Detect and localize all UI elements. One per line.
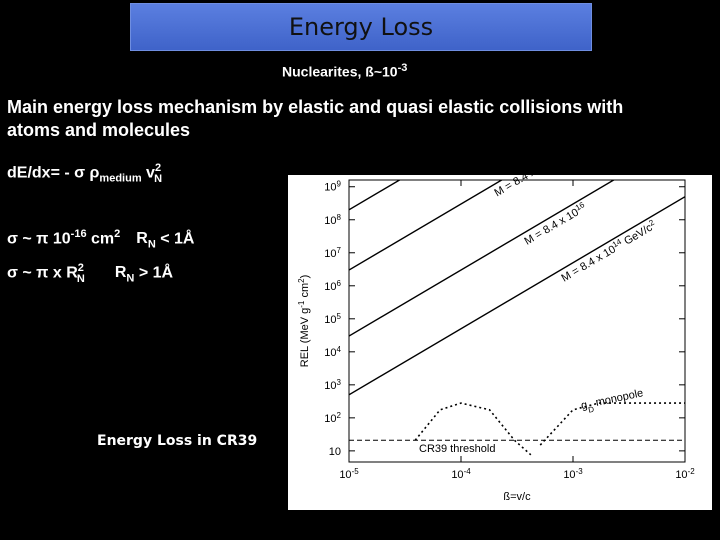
label-text: 10 [324, 314, 336, 326]
figure-background [288, 175, 712, 510]
case-sub: N [147, 238, 156, 251]
label-text: 10 [324, 380, 336, 392]
plot-frame [348, 179, 686, 463]
intro-line: atoms and molecules [7, 120, 191, 140]
case-sub: N [126, 272, 135, 285]
label-script: 2 [297, 278, 306, 283]
label-script: 2 [647, 217, 656, 227]
label-text: ) [299, 275, 311, 279]
label-script: D [587, 404, 595, 414]
label-script: -4 [464, 467, 472, 476]
y-tick-label: 106 [324, 278, 341, 293]
label-text: ß=v/c [503, 491, 531, 503]
label-script: 7 [337, 245, 342, 254]
case-text: R [114, 264, 127, 282]
label-script: 6 [337, 278, 342, 287]
case-sub: N [76, 272, 85, 285]
label-text: g [580, 399, 588, 412]
label-script: 2 [337, 410, 342, 419]
y-tick-label: 109 [324, 179, 341, 194]
case-text: σ ~ π x R [7, 264, 78, 282]
caption: Energy Loss in CR39 [97, 433, 258, 449]
formula-text: dE/dx= - σ ρ [7, 164, 100, 182]
label-text: 10 [451, 469, 463, 481]
subtitle: Nuclearites, ß~10-3 [282, 62, 407, 80]
y-tick-label: 107 [324, 245, 341, 260]
x-tick-label: 10-4 [451, 467, 471, 482]
label-script: -5 [352, 467, 360, 476]
data-line [349, 180, 504, 271]
plot-area [349, 180, 685, 456]
label-text: 10 [324, 413, 336, 425]
case-text: cm [86, 230, 115, 248]
x-tick-label: 10-2 [675, 467, 695, 482]
y-tick-label: 105 [324, 311, 341, 326]
label-text: 10 [324, 248, 336, 260]
label-text: 10 [324, 347, 336, 359]
label-script: 8 [337, 212, 342, 221]
subtitle-exp: -3 [397, 62, 408, 74]
intro: Main energy loss mechanism by elastic an… [7, 96, 623, 142]
label-script: 4 [337, 344, 342, 353]
case-text: R [136, 230, 148, 248]
figure: 10-5 10-4 10-3 10-2101021031041051061071081… [288, 175, 712, 510]
case-sup: -16 [70, 228, 87, 240]
label-text: 10 [563, 469, 575, 481]
case-sup: 2 [114, 228, 121, 240]
data-line [539, 402, 685, 446]
title-box: Energy Loss [130, 3, 592, 51]
case-text: σ ~ π 10 [7, 230, 71, 248]
intro-line: Main energy loss mechanism by elastic an… [7, 97, 624, 117]
formula: dE/dx= - σ ρmedium v2N [7, 162, 162, 185]
y-tick-label: 104 [324, 344, 341, 359]
x-axis-label: ß=v/c [503, 491, 531, 503]
label-script: 3 [337, 377, 342, 386]
y-tick-label: 108 [324, 212, 341, 227]
label-text: 10 [675, 469, 687, 481]
formula-text: v [141, 164, 155, 182]
label-text: 10 [339, 469, 351, 481]
y-tick-label: 102 [324, 410, 341, 425]
label-text: 10 [324, 182, 336, 194]
formula-sup: 2 [154, 162, 162, 174]
label-script: -2 [688, 467, 696, 476]
case-small: σ ~ π 10-16 cm2 RN < 1Å [7, 228, 194, 251]
label-text: REL (MeV g [299, 308, 311, 368]
label-script: -1 [297, 300, 306, 308]
label-text: 10 [324, 215, 336, 227]
y-tick-label: 10 [329, 446, 341, 458]
formula-sub: N [154, 172, 163, 185]
data-line [349, 180, 616, 337]
label-text: cm [299, 283, 311, 301]
case-large: σ ~ π x R2N RN > 1Å [7, 262, 173, 285]
label-script: 9 [337, 179, 342, 188]
threshold-label: CR39 threshold [419, 443, 495, 455]
formula-sub: medium [99, 172, 142, 185]
label-text: 10 [324, 281, 336, 293]
subtitle-text: Nuclearites, ß~10 [282, 63, 398, 80]
y-tick-label: 103 [324, 377, 341, 392]
x-tick-label: 10-3 [563, 467, 583, 482]
data-line [349, 196, 685, 396]
case-text: < 1Å [155, 230, 195, 248]
y-axis-label: REL (MeV g-1 cm2) [297, 275, 312, 368]
case-text: > 1Å [134, 264, 174, 282]
label-script: -3 [576, 467, 584, 476]
label-script: 5 [337, 311, 342, 320]
title: Energy Loss [288, 13, 434, 41]
x-tick-label: 10-5 [339, 467, 359, 482]
case-sup: 2 [77, 262, 84, 274]
data-line [414, 402, 532, 456]
